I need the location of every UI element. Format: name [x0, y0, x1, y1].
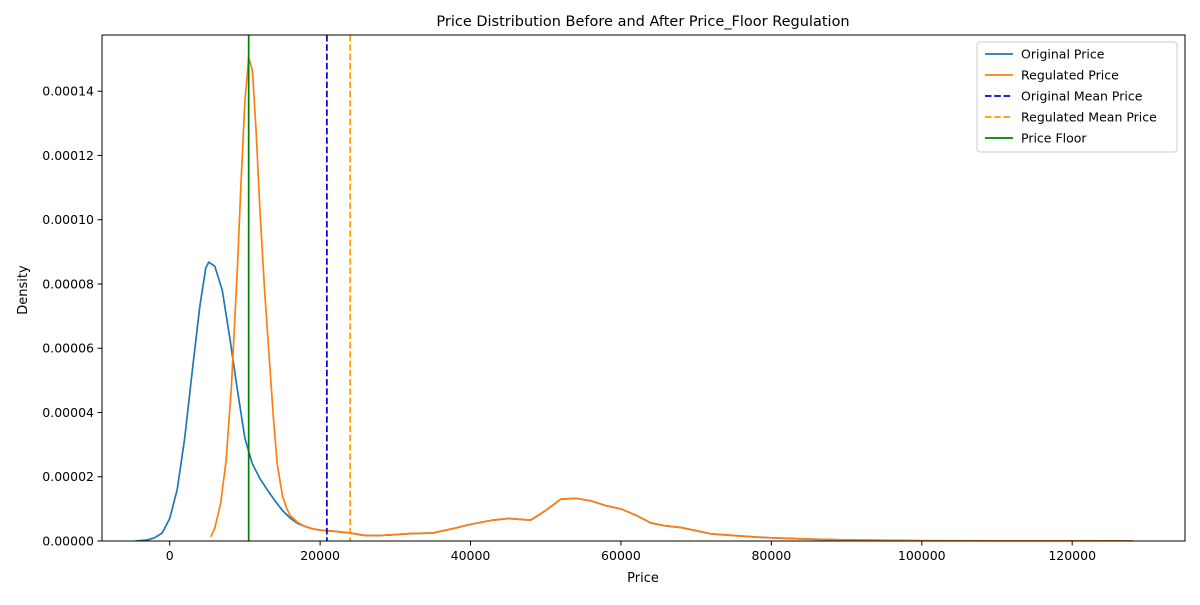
x-tick-label: 40000	[451, 548, 491, 563]
legend-label-price-floor: Price Floor	[1021, 131, 1087, 146]
axes-frame	[101, 34, 1186, 542]
chart-title: Price Distribution Before and After Pric…	[436, 14, 849, 30]
x-tick-label: 100000	[898, 548, 946, 563]
legend-label-original-price: Original Price	[1021, 47, 1105, 62]
y-tick-label: 0.00012	[42, 148, 94, 163]
series-line-regulated-price	[210, 56, 1134, 541]
legend-box	[976, 41, 1178, 153]
x-tick-label: 80000	[751, 548, 791, 563]
y-tick-label: 0.00006	[42, 341, 94, 356]
axes: 0 20000 40000 60000 80000 100000 120000 0.00000…	[42, 34, 1186, 563]
y-tick-label: 0.00004	[42, 405, 94, 420]
series-line-original-price	[134, 261, 1134, 541]
y-tick-label: 0.00000	[42, 534, 94, 549]
y-axis-label: Density	[16, 265, 31, 315]
legend-label-original-mean-price: Original Mean Price	[1021, 89, 1143, 104]
x-tick-label: 120000	[1048, 548, 1096, 563]
legend-label-regulated-mean-price: Regulated Mean Price	[1021, 110, 1157, 125]
x-tick-label: 60000	[601, 548, 641, 563]
y-tick-label: 0.00002	[42, 469, 94, 484]
x-axis-label: Price	[627, 571, 659, 586]
plot-area	[134, 35, 1134, 541]
x-tick-label: 20000	[300, 548, 340, 563]
legend: Original Price Regulated Price Original Me…	[976, 41, 1178, 153]
y-tick-label: 0.00010	[42, 212, 94, 227]
x-tick-label: 0	[166, 548, 174, 563]
y-tick-label: 0.00008	[42, 276, 94, 291]
y-tick-label: 0.00014	[42, 84, 94, 99]
legend-label-regulated-price: Regulated Price	[1021, 68, 1119, 83]
